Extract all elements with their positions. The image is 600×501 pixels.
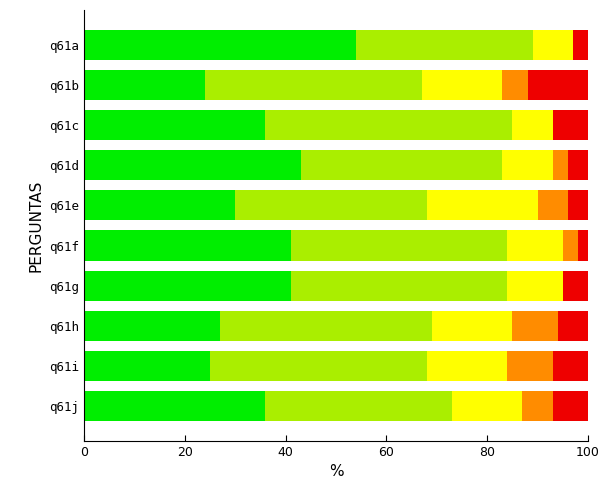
Bar [553, 351, 588, 381]
Bar [290, 230, 508, 261]
Bar [508, 271, 563, 301]
Bar [452, 391, 523, 421]
Bar [84, 230, 290, 261]
Bar [205, 70, 422, 100]
Bar [84, 150, 301, 180]
Bar [265, 391, 452, 421]
Bar [84, 271, 290, 301]
Bar [265, 110, 512, 140]
Bar [301, 150, 502, 180]
Bar [512, 311, 558, 341]
Bar [84, 351, 210, 381]
Bar [502, 150, 553, 180]
Bar [356, 30, 533, 60]
Bar [502, 70, 527, 100]
Bar [553, 391, 588, 421]
Bar [84, 70, 205, 100]
Bar [573, 30, 588, 60]
Bar [538, 190, 568, 220]
Bar [84, 311, 220, 341]
Bar [84, 391, 265, 421]
Bar [533, 30, 573, 60]
Bar [558, 311, 588, 341]
Bar [568, 190, 588, 220]
Bar [84, 30, 356, 60]
Bar [220, 311, 432, 341]
Bar [523, 391, 553, 421]
Bar [84, 190, 235, 220]
Bar [427, 351, 508, 381]
Bar [553, 150, 568, 180]
Bar [508, 230, 563, 261]
Bar [432, 311, 512, 341]
Bar [508, 351, 553, 381]
X-axis label: %: % [329, 464, 343, 479]
Bar [210, 351, 427, 381]
Bar [235, 190, 427, 220]
Bar [422, 70, 502, 100]
Bar [512, 110, 553, 140]
Bar [84, 110, 265, 140]
Bar [563, 271, 588, 301]
Bar [553, 110, 588, 140]
Y-axis label: PERGUNTAS: PERGUNTAS [29, 179, 44, 272]
Bar [568, 150, 588, 180]
Bar [427, 190, 538, 220]
Bar [290, 271, 508, 301]
Bar [563, 230, 578, 261]
Bar [578, 230, 588, 261]
Bar [527, 70, 588, 100]
